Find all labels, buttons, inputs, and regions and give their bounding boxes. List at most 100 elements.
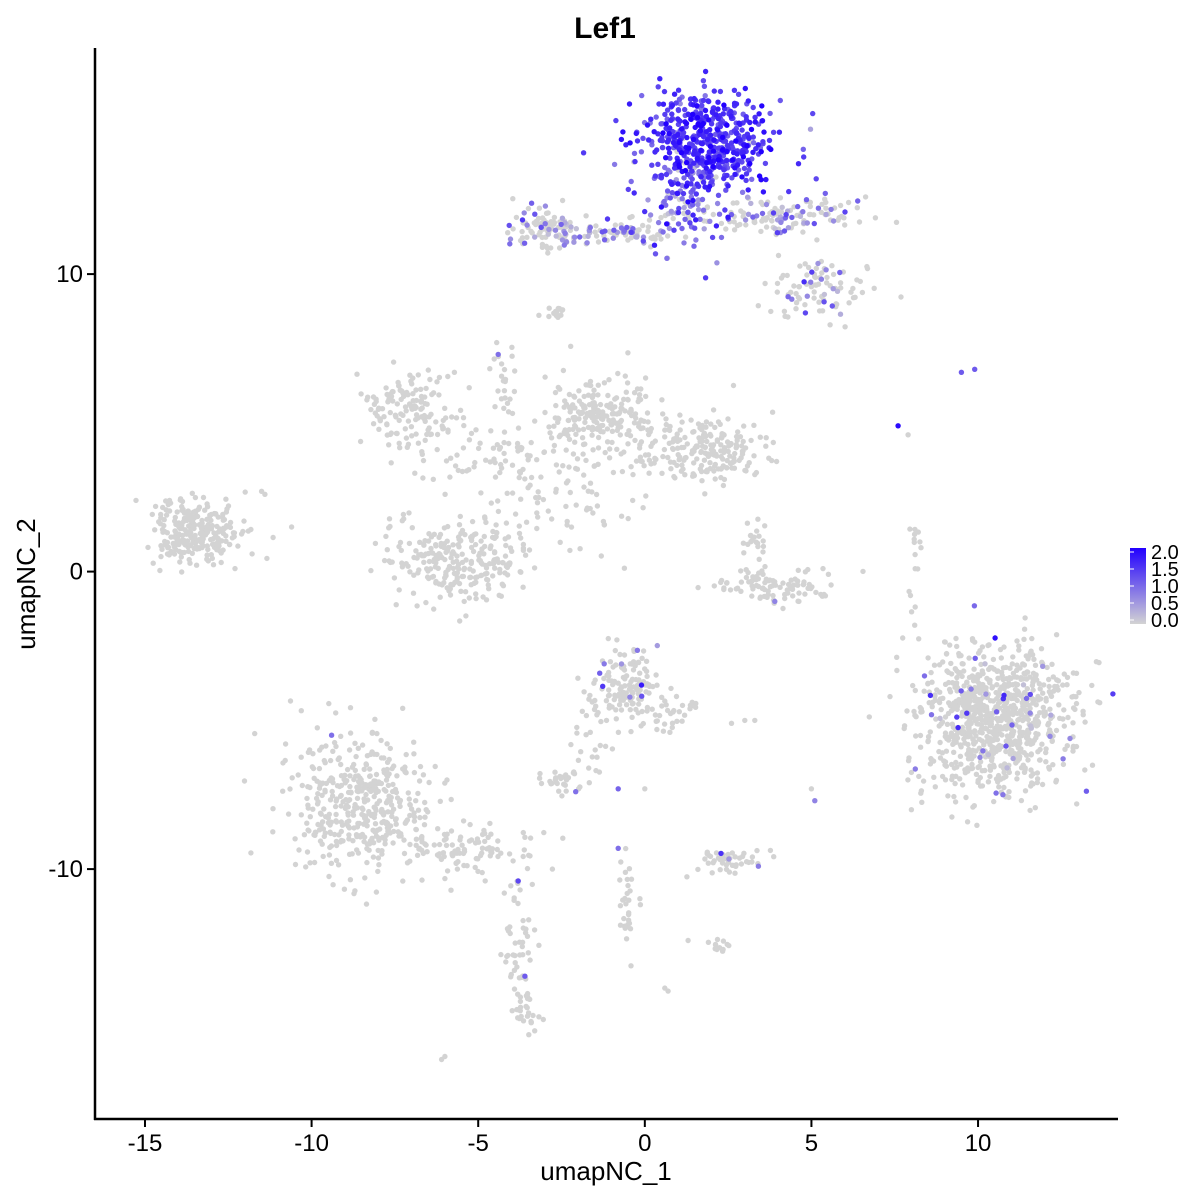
cell-point [664,107,671,113]
cell-point [541,449,547,456]
cell-point [595,392,601,398]
cell-point [677,101,683,107]
cell-point [166,508,173,514]
cell-point [917,744,924,750]
cell-point [724,148,730,155]
cell-point [743,567,749,573]
cell-point [583,732,589,738]
cell-point [781,308,788,314]
cell-point [387,798,393,804]
cell-point [675,107,682,113]
cell-point [424,431,430,438]
cell-point [694,181,700,187]
cell-point [626,686,633,692]
cell-point [411,810,417,816]
cell-point [999,672,1005,679]
cell-point [405,418,412,424]
cell-point [951,749,957,755]
cell-point [619,468,626,475]
cell-point [775,252,782,259]
cell-point [346,747,353,753]
cell-point [621,652,628,658]
cell-point [732,450,738,457]
cell-point [347,705,354,711]
cell-point [966,655,972,661]
cell-point [679,718,685,724]
cell-point [571,239,577,245]
cell-point [683,120,690,127]
cell-point [390,840,396,846]
cell-point [961,683,967,689]
cell-point [661,721,668,727]
cell-point [597,401,604,408]
cell-point [479,831,486,838]
cell-point [760,189,767,195]
cell-point [704,136,711,143]
cell-point [401,516,407,522]
cell-point [208,517,214,524]
cell-point [820,565,826,572]
cell-point [227,519,234,526]
cell-point [675,87,682,93]
cell-point [488,543,494,549]
cell-point [386,793,392,799]
cell-point [363,791,369,798]
cell-point [479,845,486,851]
cell-point [663,416,669,422]
cell-point [220,517,226,523]
cell-point [714,200,721,207]
cell-point [333,857,340,864]
cell-point [766,455,772,461]
chart-title: Lef1 [574,12,636,45]
cell-point [1061,723,1068,729]
cell-point [535,514,541,520]
cell-point [603,717,610,724]
cell-point [396,440,402,446]
cell-point [638,458,644,464]
cell-point [1001,685,1007,692]
cell-point [424,849,430,855]
cell-point [931,774,937,780]
cell-point [539,234,545,241]
cell-point [645,427,651,433]
cell-point [731,465,738,471]
cell-point [587,729,593,735]
cell-point [397,445,403,451]
cell-point [515,448,521,454]
cell-point [1045,721,1052,727]
cell-point [702,275,709,281]
cell-point [742,717,748,724]
cell-point [314,725,320,731]
cell-point [690,197,696,204]
cell-point [682,167,689,174]
cell-point [470,548,477,555]
cell-point [640,425,646,431]
cell-point [362,814,369,821]
cell-point [411,554,417,561]
legend-label: 1.5 [1151,559,1179,581]
cell-point [804,220,810,226]
cell-point [351,890,357,897]
cell-point [378,737,384,744]
cell-point [320,826,327,832]
cell-point [959,730,965,737]
cell-point [808,279,814,285]
cell-point [739,189,746,195]
cell-point [445,523,451,530]
cell-point [1016,643,1022,649]
cell-point [396,833,402,839]
cell-point [1030,687,1036,693]
cell-point [750,134,756,140]
cell-point [613,707,619,713]
cell-point [517,887,523,893]
cell-point [403,819,409,825]
cell-point [916,636,922,642]
cell-point [610,469,617,476]
cell-point [652,455,658,461]
cell-point [720,111,726,117]
cell-point [644,673,650,680]
cell-point [494,339,500,346]
cell-point [448,581,454,588]
cell-point [409,525,415,531]
cell-point [972,366,978,372]
